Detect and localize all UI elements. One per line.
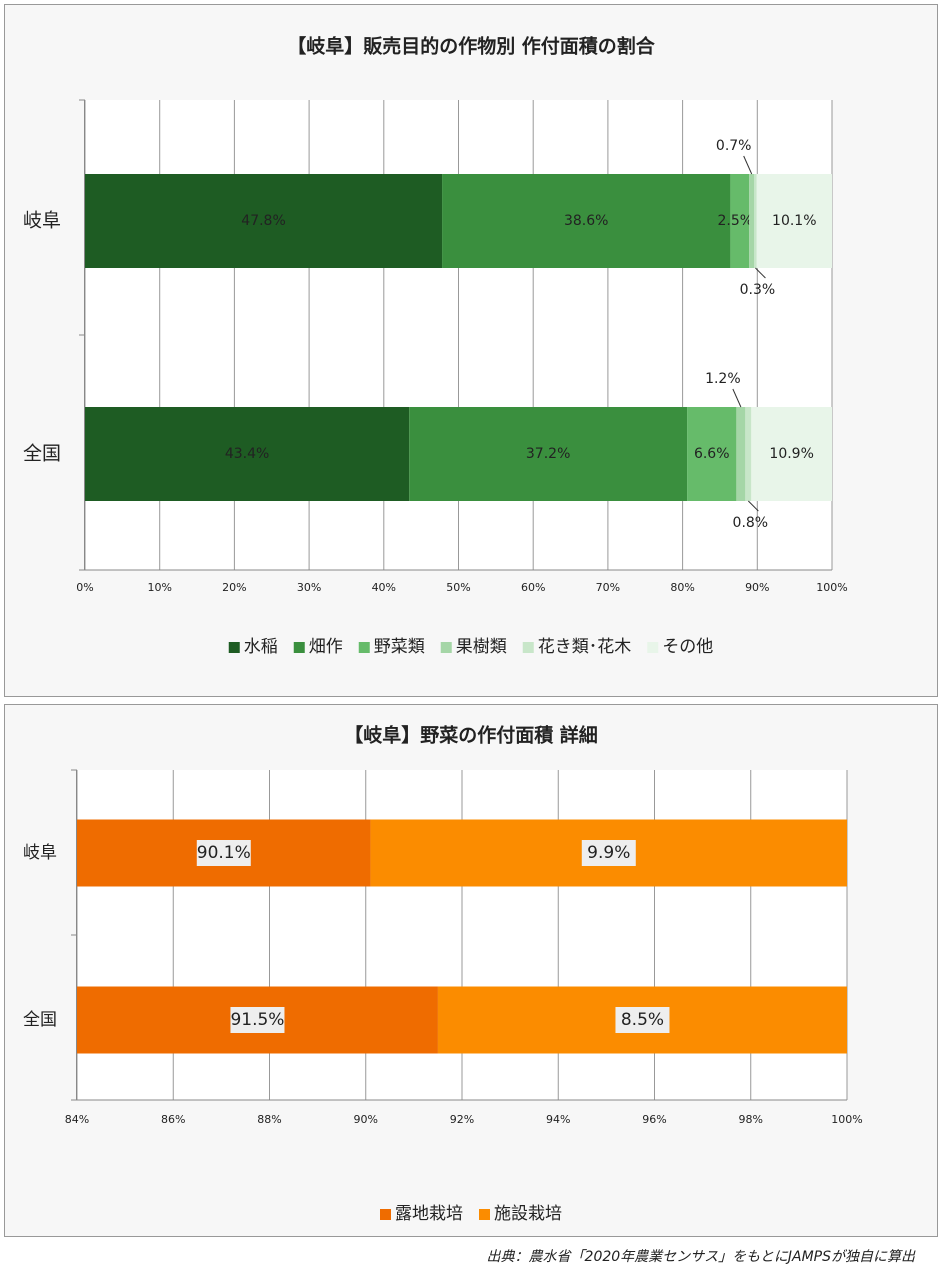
legend-swatch (440, 642, 452, 653)
data-label: 0.8% (733, 515, 769, 531)
x-tick-label: 50% (446, 581, 470, 594)
bar-segment (756, 174, 832, 268)
chart-title: 【岐阜】野菜の作付面積 詳細 (344, 724, 598, 747)
data-label: 0.3% (740, 282, 776, 298)
x-tick-label: 92% (450, 1113, 474, 1126)
x-tick-label: 94% (546, 1113, 570, 1126)
x-tick-label: 90% (745, 581, 769, 594)
category-label: 全国 (23, 1010, 57, 1030)
legend-label: その他 (662, 637, 713, 657)
category-label: 全国 (23, 443, 61, 465)
data-label: 90.1% (197, 843, 251, 863)
label-box (196, 840, 251, 866)
x-tick-label: 96% (642, 1113, 666, 1126)
legend-swatch (522, 642, 534, 653)
category-label: 岐阜 (23, 210, 61, 232)
x-tick-label: 100% (831, 1113, 862, 1126)
legend-swatch (358, 642, 370, 653)
x-tick-label: 86% (161, 1113, 185, 1126)
x-tick-label: 98% (739, 1113, 763, 1126)
legend-label: 畑作 (309, 637, 343, 657)
bar-segment (687, 407, 737, 501)
bar-segment (409, 407, 688, 501)
legend-label: 花き類･花木 (538, 637, 632, 657)
data-label: 38.6% (564, 213, 608, 229)
x-tick-label: 40% (372, 581, 396, 594)
data-label: 91.5% (230, 1010, 284, 1030)
legend-label: 果樹類 (456, 637, 507, 657)
chart-title: 【岐阜】販売目的の作物別 作付面積の割合 (287, 35, 656, 58)
data-label: 0.7% (716, 138, 752, 154)
x-tick-label: 80% (670, 581, 694, 594)
x-tick-label: 60% (521, 581, 545, 594)
bar-segment (751, 407, 832, 501)
data-label: 47.8% (241, 213, 285, 229)
x-tick-label: 100% (816, 581, 847, 594)
bar-segment (85, 407, 410, 501)
x-tick-label: 0% (76, 581, 93, 594)
bar-segment (754, 174, 757, 268)
x-tick-label: 90% (354, 1113, 378, 1126)
legend-label: 水稲 (244, 637, 278, 657)
bar-segment (442, 174, 731, 268)
legend-swatch (228, 642, 240, 653)
callout-line (755, 267, 766, 279)
data-label: 10.1% (772, 213, 816, 229)
legend-swatch (647, 642, 659, 653)
callout-line (732, 388, 742, 408)
data-label: 10.9% (769, 446, 813, 462)
x-tick-label: 10% (147, 581, 171, 594)
label-box (581, 840, 636, 866)
data-label: 8.5% (621, 1010, 664, 1030)
legend-swatch (293, 642, 305, 653)
x-tick-label: 20% (222, 581, 246, 594)
legend-label: 施設栽培 (494, 1204, 562, 1224)
data-label: 43.4% (225, 446, 269, 462)
legend-label: 野菜類 (374, 637, 425, 657)
data-label: 6.6% (694, 446, 730, 462)
x-tick-label: 30% (297, 581, 321, 594)
category-label: 岐阜 (23, 843, 57, 863)
legend-swatch (479, 1209, 490, 1220)
x-tick-label: 84% (65, 1113, 89, 1126)
label-box (230, 1007, 285, 1033)
data-label: 2.5% (718, 213, 754, 229)
callout-line (743, 155, 753, 175)
bar-segment (730, 174, 750, 268)
bar-segment (745, 407, 752, 501)
x-tick-label: 88% (257, 1113, 281, 1126)
footer: 出典：農水省「2020年農業センサス」をもとにJAMPSが独自に算出 (487, 1249, 916, 1265)
callout-line (747, 500, 759, 512)
bar-segment (749, 174, 755, 268)
data-label: 1.2% (705, 371, 741, 387)
x-tick-label: 70% (596, 581, 620, 594)
legend-swatch (380, 1209, 391, 1220)
bar-segment (85, 174, 443, 268)
legend-label: 露地栽培 (395, 1204, 463, 1224)
data-label: 37.2% (526, 446, 570, 462)
label-box (615, 1007, 670, 1033)
bar-segment (736, 407, 746, 501)
data-label: 9.9% (587, 843, 630, 863)
